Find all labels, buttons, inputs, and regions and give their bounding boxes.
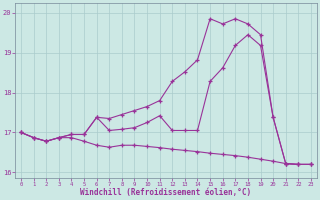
X-axis label: Windchill (Refroidissement éolien,°C): Windchill (Refroidissement éolien,°C) <box>80 188 252 197</box>
